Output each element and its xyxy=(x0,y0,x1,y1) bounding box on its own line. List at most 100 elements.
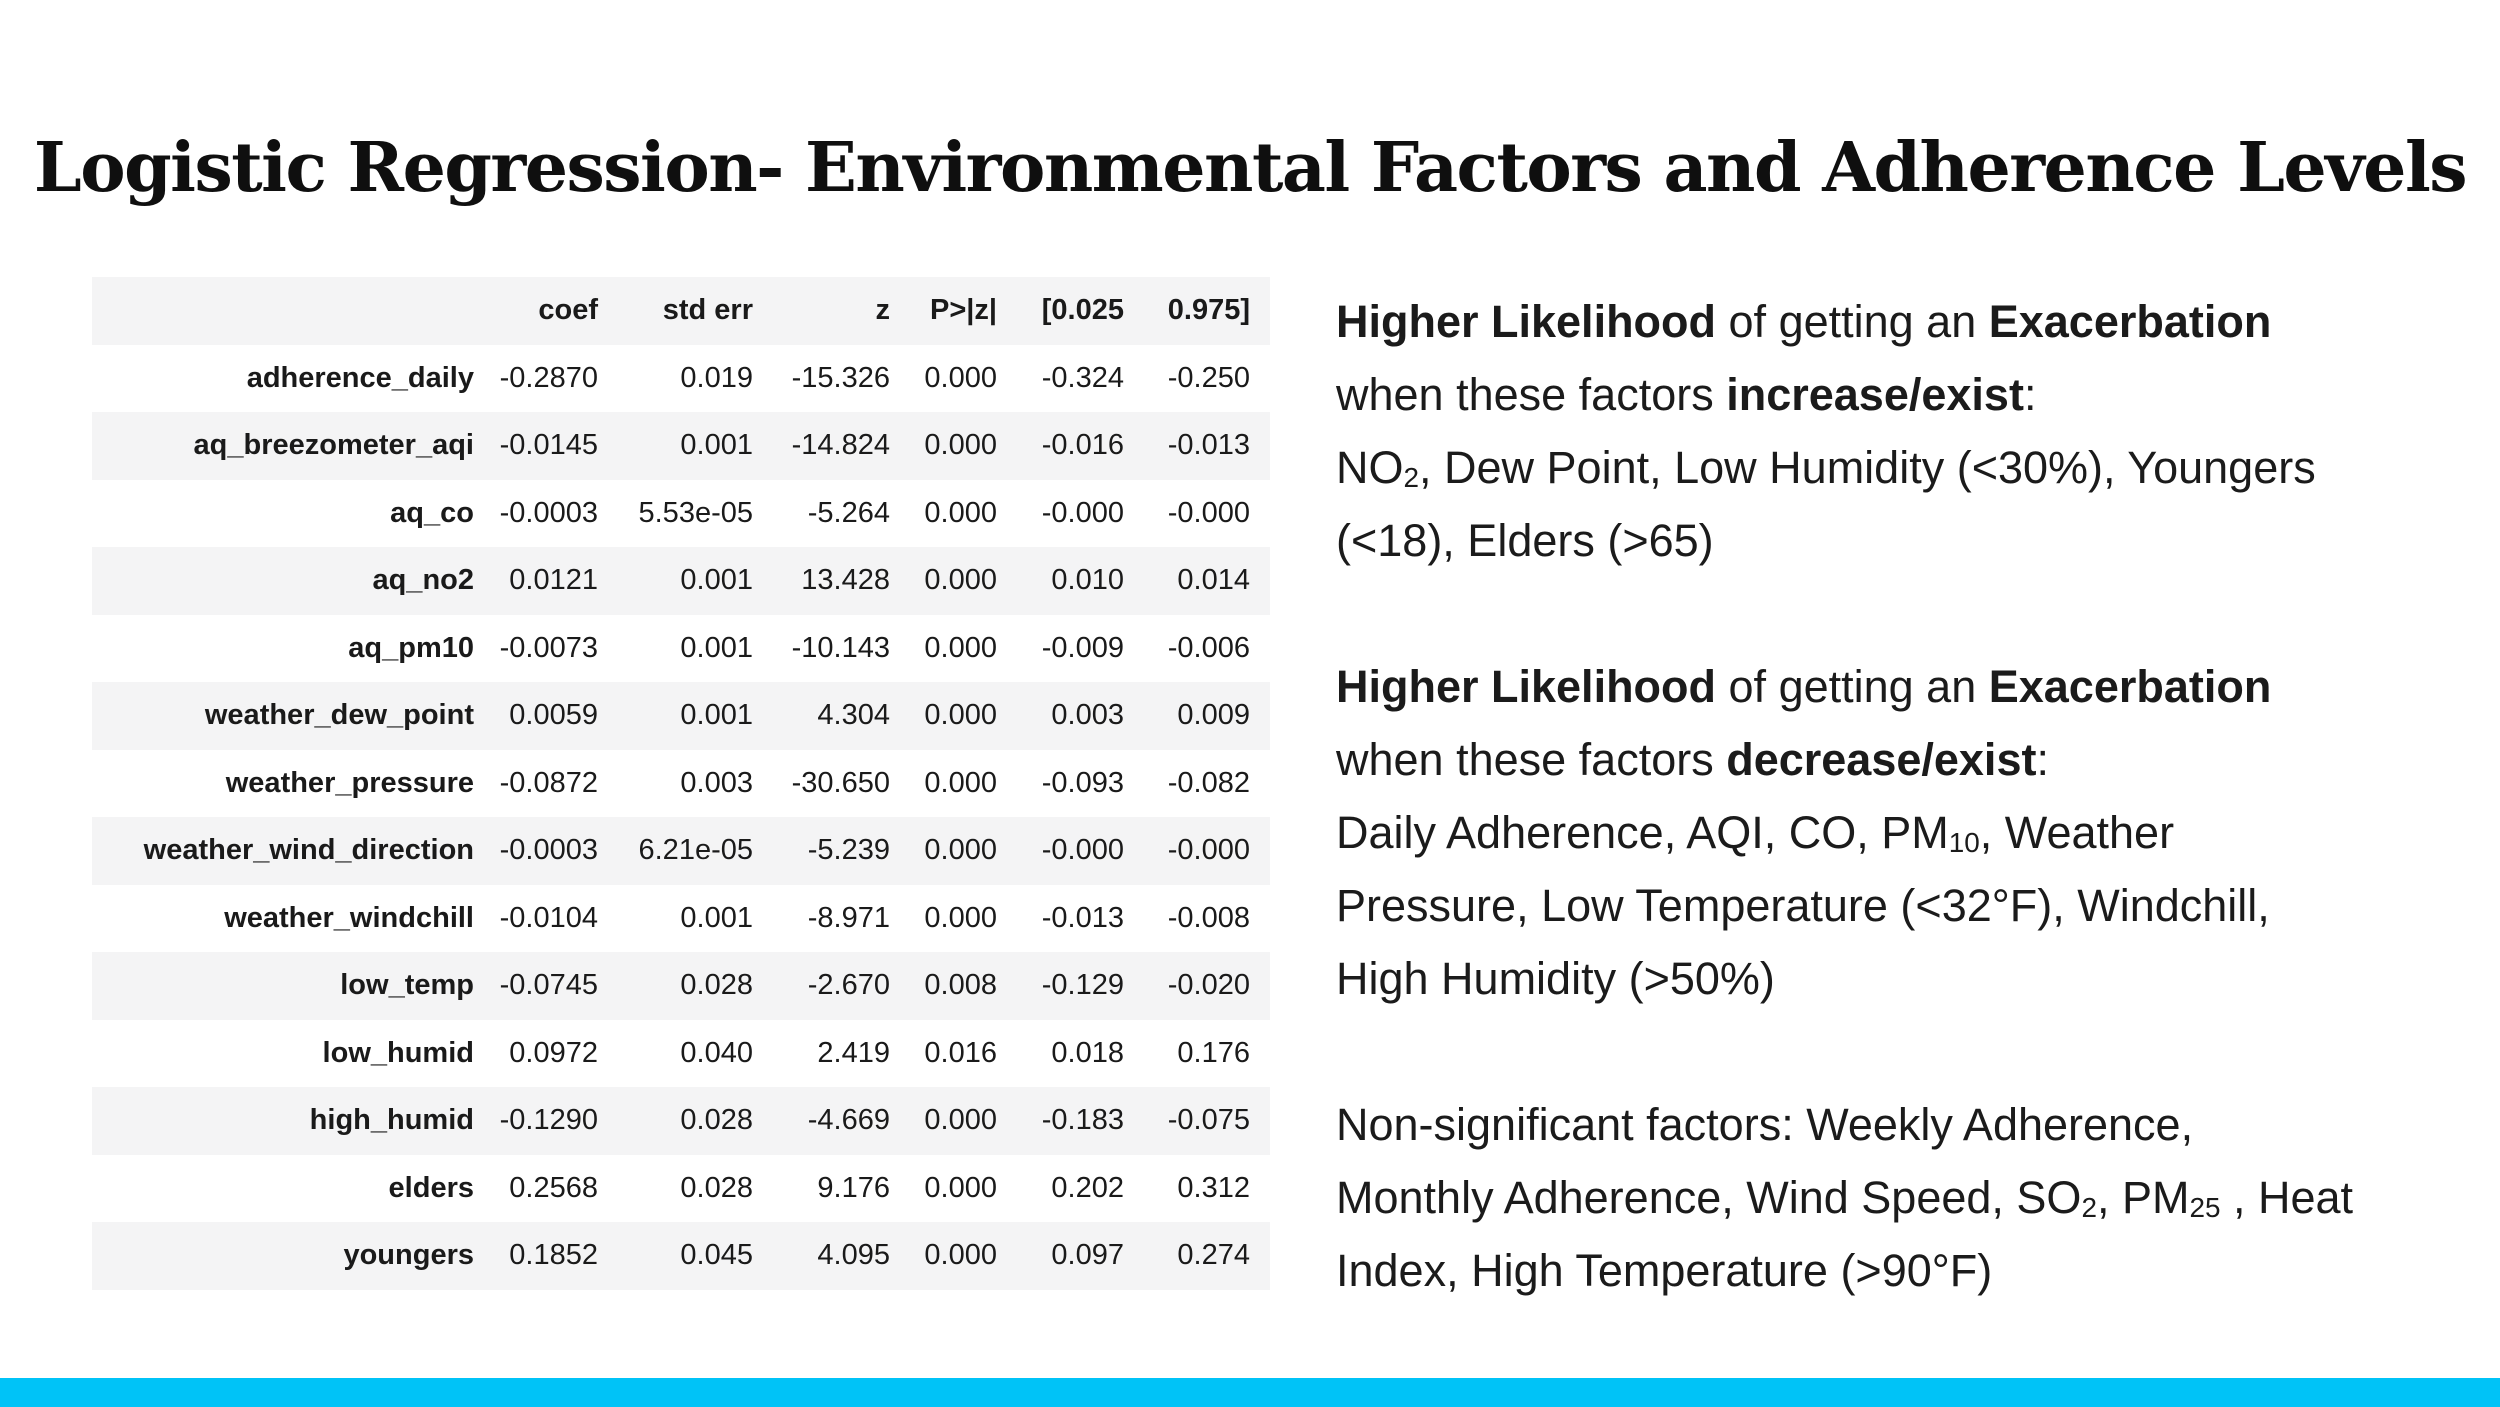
table-cell: -0.324 xyxy=(1041,361,1124,394)
table-cell: 0.040 xyxy=(680,1036,753,1069)
table-cell: 0.202 xyxy=(1051,1171,1124,1204)
row-label: adherence_daily xyxy=(246,361,474,394)
table-cell: -0.075 xyxy=(1167,1104,1250,1137)
table-cell: 0.009 xyxy=(1177,699,1250,732)
col-header-ci-lower: [0.025 xyxy=(1041,294,1124,327)
bold-text-run: Higher Likelihood xyxy=(1336,661,1717,712)
table-cell: 0.003 xyxy=(680,766,753,799)
table-cell: 0.016 xyxy=(924,1036,997,1069)
table-cell: -0.013 xyxy=(1167,429,1250,462)
text-run: when these factors xyxy=(1336,369,1727,420)
table-cell: 0.010 xyxy=(1051,564,1124,597)
table-cell: 0.274 xyxy=(1177,1239,1250,1272)
table-cell: 0.000 xyxy=(924,834,997,867)
table-row: weather_pressure -0.0872 0.003 -30.650 0.000… xyxy=(92,750,1270,818)
bold-text-run: decrease/exist xyxy=(1726,734,2037,785)
table-cell: 0.001 xyxy=(680,564,753,597)
subscript-text: 10 xyxy=(1948,826,1980,858)
table-cell: -0.0872 xyxy=(499,766,598,799)
row-label: high_humid xyxy=(309,1104,474,1137)
text-run: , Weather xyxy=(1979,807,2175,858)
table-cell: -5.264 xyxy=(807,496,890,529)
text-run: : xyxy=(2023,369,2037,420)
table-cell: 0.000 xyxy=(924,631,997,664)
table-cell: -0.000 xyxy=(1041,834,1124,867)
table-cell: 0.001 xyxy=(680,699,753,732)
table-cell: -0.0145 xyxy=(499,429,598,462)
table-cell: 0.0972 xyxy=(509,1036,598,1069)
regression-table-body: adherence_daily -0.2870 0.019 -15.326 0.000 -… xyxy=(92,345,1270,1290)
text-run: High Humidity (>50%) xyxy=(1336,953,1775,1004)
row-label: weather_pressure xyxy=(225,766,474,799)
regression-table: coef std err z P>|z| [0.025 0.975] adher… xyxy=(92,277,1270,1290)
row-label: low_temp xyxy=(340,969,474,1002)
text-run: , Heat xyxy=(2220,1172,2354,1223)
table-cell: -0.000 xyxy=(1167,496,1250,529)
table-cell: -0.009 xyxy=(1041,631,1124,664)
table-cell: 0.000 xyxy=(924,496,997,529)
text-run: Index, High Temperature (>90°F) xyxy=(1336,1245,1993,1296)
slide-title: Logistic Regression- Environmental Facto… xyxy=(33,128,2468,208)
table-cell: 0.000 xyxy=(924,1104,997,1137)
table-cell: 13.428 xyxy=(801,564,890,597)
notes-section: Higher Likelihood of getting an Exacerba… xyxy=(1336,285,2500,1380)
table-row: aq_co -0.0003 5.53e-05 -5.264 0.000 -0.000 -0.… xyxy=(92,480,1270,548)
note-increase-factors: Higher Likelihood of getting an Exacerba… xyxy=(1336,285,2500,577)
table-cell: -0.129 xyxy=(1041,969,1124,1002)
table-cell: -0.008 xyxy=(1167,901,1250,934)
table-cell: 6.21e-05 xyxy=(638,834,754,867)
table-cell: 0.001 xyxy=(680,429,753,462)
text-run: of getting an xyxy=(1716,661,1989,712)
text-run: of getting an xyxy=(1716,296,1989,347)
note-nonsignificant-factors: Non-significant factors: Weekly Adherenc… xyxy=(1336,1088,2500,1307)
table-cell: -0.000 xyxy=(1167,834,1250,867)
text-run: Non-significant factors: Weekly Adherenc… xyxy=(1336,1099,2194,1150)
table-cell: 0.003 xyxy=(1051,699,1124,732)
table-cell: 5.53e-05 xyxy=(638,496,754,529)
table-cell: 0.028 xyxy=(680,969,753,1002)
table-cell: -0.013 xyxy=(1041,901,1124,934)
table-cell: 0.000 xyxy=(924,901,997,934)
table-cell: 9.176 xyxy=(817,1171,890,1204)
text-run: , Dew Point, Low Humidity (<30%), Younge… xyxy=(1419,442,2316,493)
table-row: weather_dew_point 0.0059 0.001 4.304 0.000 0.… xyxy=(92,682,1270,750)
table-cell: -0.0104 xyxy=(499,901,598,934)
table-cell: -8.971 xyxy=(807,901,890,934)
table-cell: -0.082 xyxy=(1167,766,1250,799)
table-cell: 0.001 xyxy=(680,901,753,934)
table-cell: -0.250 xyxy=(1167,361,1250,394)
table-row: weather_wind_direction -0.0003 6.21e-05 -5.… xyxy=(92,817,1270,885)
table-cell: -0.0003 xyxy=(499,834,598,867)
table-row: low_temp -0.0745 0.028 -2.670 0.008 -0.129 -0.… xyxy=(92,952,1270,1020)
text-run: NO xyxy=(1336,442,1404,493)
table-cell: -0.0073 xyxy=(499,631,598,664)
table-cell: -0.016 xyxy=(1041,429,1124,462)
table-cell: -0.000 xyxy=(1041,496,1124,529)
accent-bottom-bar xyxy=(0,1378,2500,1407)
text-run: Pressure, Low Temperature (<32°F), Windc… xyxy=(1336,880,2270,931)
table-cell: 0.019 xyxy=(680,361,753,394)
table-cell: 0.2568 xyxy=(509,1171,598,1204)
table-cell: 0.018 xyxy=(1051,1036,1124,1069)
table-cell: 0.000 xyxy=(924,429,997,462)
table-row: low_humid 0.0972 0.040 2.419 0.016 0.018 0.176 xyxy=(92,1020,1270,1088)
text-run: Monthly Adherence, Wind Speed, SO xyxy=(1336,1172,2082,1223)
table-cell: 2.419 xyxy=(817,1036,890,1069)
table-cell: 0.000 xyxy=(924,564,997,597)
table-cell: -10.143 xyxy=(791,631,890,664)
row-label: weather_windchill xyxy=(224,901,474,934)
table-cell: 0.000 xyxy=(924,1239,997,1272)
table-cell: -5.239 xyxy=(807,834,890,867)
table-cell: -0.0745 xyxy=(499,969,598,1002)
row-label: aq_co xyxy=(390,496,474,529)
regression-table-section: coef std err z P>|z| [0.025 0.975] adher… xyxy=(92,277,1270,1290)
table-row: adherence_daily -0.2870 0.019 -15.326 0.000 -… xyxy=(92,345,1270,413)
text-run: Daily Adherence, AQI, CO, PM xyxy=(1336,807,1949,858)
col-header-std-err: std err xyxy=(662,294,753,327)
table-cell: -0.006 xyxy=(1167,631,1250,664)
table-cell: -4.669 xyxy=(807,1104,890,1137)
text-run: (<18), Elders (>65) xyxy=(1336,515,1714,566)
table-row: youngers 0.1852 0.045 4.095 0.000 0.097 0.274 xyxy=(92,1222,1270,1290)
text-run: when these factors xyxy=(1336,734,1727,785)
